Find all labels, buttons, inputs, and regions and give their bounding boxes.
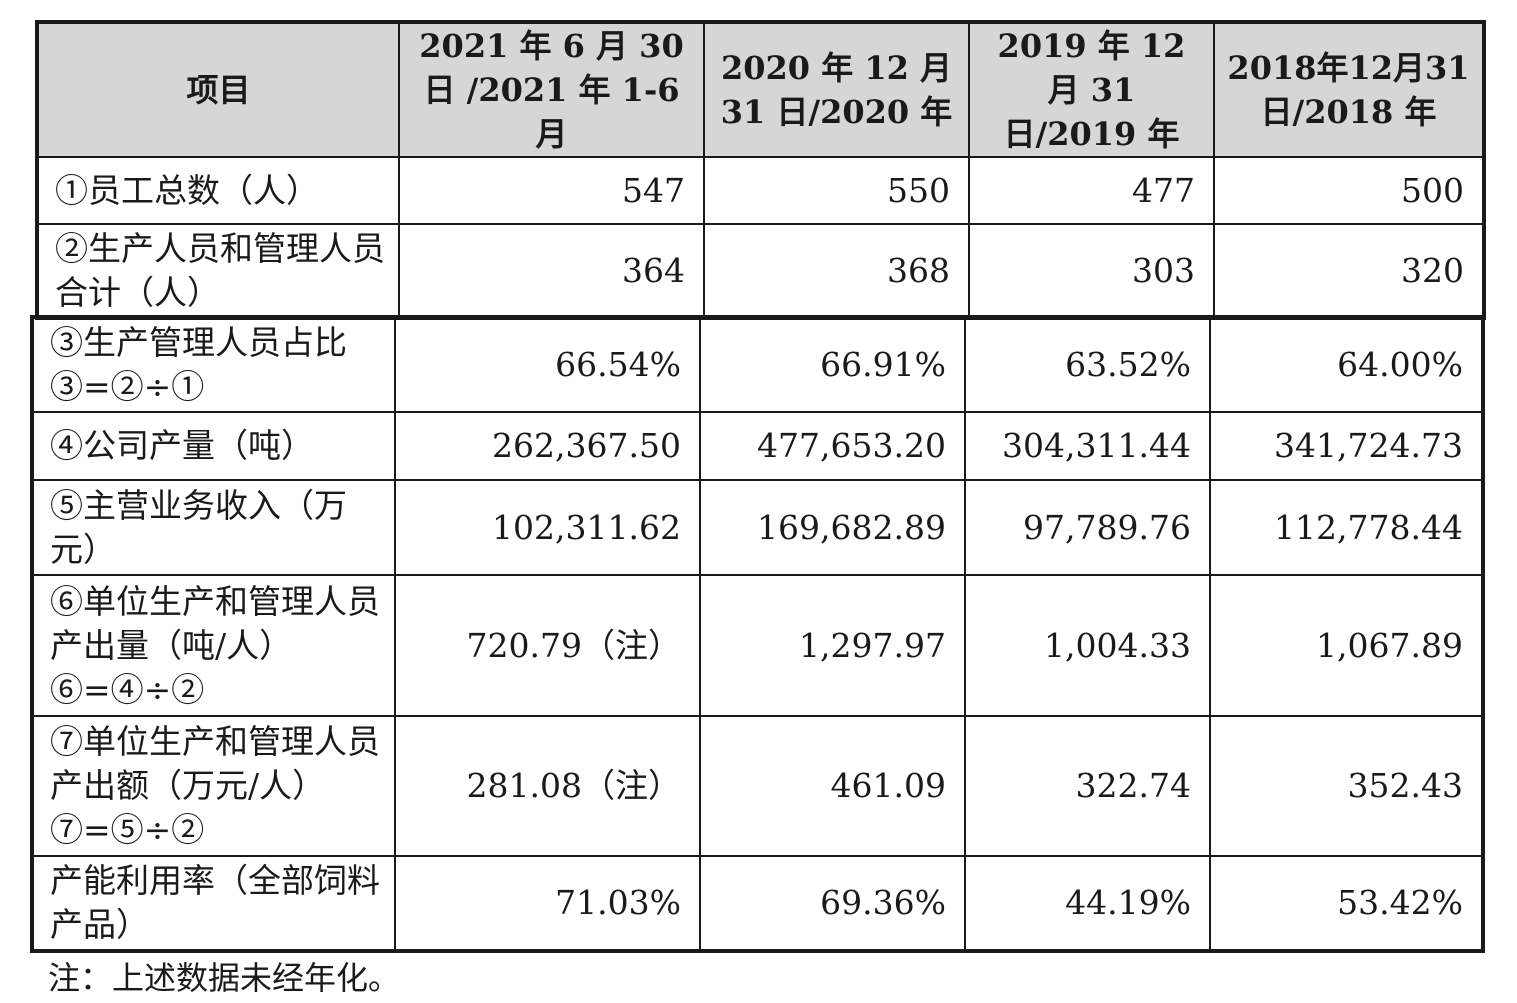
cell-value: 112,778.44: [1209, 479, 1484, 576]
cell-value: 71.03%: [394, 855, 701, 952]
header-row: 项目 2021 年 6 月 30 日 /2021 年 1-6 月 2020 年 …: [36, 21, 1485, 158]
cell-value: 720.79（注）: [394, 574, 701, 717]
cell-value: 547: [398, 156, 705, 225]
cell-value: 477,653.20: [699, 411, 966, 481]
row-label: ④公司产量（吨）: [31, 411, 396, 481]
cell-value: 64.00%: [1209, 316, 1484, 413]
cell-value: 303: [968, 223, 1215, 319]
cell-value: 63.52%: [964, 316, 1211, 413]
row-label: ⑤主营业务收入（万元）: [31, 479, 396, 576]
row-label: ②生产人员和管理人员合计（人）: [36, 223, 400, 319]
cell-value: 341,724.73: [1209, 411, 1484, 481]
header-2020: 2020 年 12 月 31 日/2020 年: [703, 21, 970, 158]
table-row: ②生产人员和管理人员合计（人） 364 368 303 320: [36, 223, 1485, 319]
cell-value: 53.42%: [1209, 855, 1484, 952]
data-table-top: 项目 2021 年 6 月 30 日 /2021 年 1-6 月 2020 年 …: [35, 20, 1486, 320]
table-row: 产能利用率（全部饲料产品） 71.03% 69.36% 44.19% 53.42…: [31, 855, 1484, 952]
table-row: ③生产管理人员占比 ③=②÷① 66.54% 66.91% 63.52% 64.…: [31, 316, 1484, 413]
row-label: ⑦单位生产和管理人员产出额（万元/人） ⑦=⑤÷②: [31, 715, 396, 857]
cell-value: 1,297.97: [699, 574, 966, 717]
cell-value: 500: [1213, 156, 1485, 225]
cell-value: 66.91%: [699, 316, 966, 413]
cell-value: 102,311.62: [394, 479, 701, 576]
cell-value: 69.36%: [699, 855, 966, 952]
table-row: ⑦单位生产和管理人员产出额（万元/人） ⑦=⑤÷② 281.08（注） 461.…: [31, 715, 1484, 857]
footnote: 注：上述数据未经年化。: [48, 959, 401, 997]
table-row: ⑥单位生产和管理人员产出量（吨/人） ⑥=④÷② 720.79（注） 1,297…: [31, 574, 1484, 717]
cell-value: 304,311.44: [964, 411, 1211, 481]
cell-value: 477: [968, 156, 1215, 225]
cell-value: 66.54%: [394, 316, 701, 413]
data-table-bottom: ③生产管理人员占比 ③=②÷① 66.54% 66.91% 63.52% 64.…: [30, 315, 1485, 953]
table-row: ⑤主营业务收入（万元） 102,311.62 169,682.89 97,789…: [31, 479, 1484, 576]
table-row: ①员工总数（人） 547 550 477 500: [36, 156, 1485, 225]
cell-value: 320: [1213, 223, 1485, 319]
cell-value: 1,067.89: [1209, 574, 1484, 717]
cell-value: 169,682.89: [699, 479, 966, 576]
cell-value: 550: [703, 156, 970, 225]
row-label: 产能利用率（全部饲料产品）: [31, 855, 396, 952]
cell-value: 262,367.50: [394, 411, 701, 481]
cell-value: 352.43: [1209, 715, 1484, 857]
cell-value: 97,789.76: [964, 479, 1211, 576]
header-2021h1: 2021 年 6 月 30 日 /2021 年 1-6 月: [398, 21, 705, 158]
header-2018: 2018年12月31 日/2018 年: [1213, 21, 1485, 158]
cell-value: 44.19%: [964, 855, 1211, 952]
table-row: ④公司产量（吨） 262,367.50 477,653.20 304,311.4…: [31, 411, 1484, 481]
cell-value: 461.09: [699, 715, 966, 857]
header-item: 项目: [36, 21, 400, 158]
cell-value: 1,004.33: [964, 574, 1211, 717]
cell-value: 364: [398, 223, 705, 319]
cell-value: 322.74: [964, 715, 1211, 857]
cell-value: 281.08（注）: [394, 715, 701, 857]
row-label: ⑥单位生产和管理人员产出量（吨/人） ⑥=④÷②: [31, 574, 396, 717]
header-2019: 2019 年 12 月 31 日/2019 年: [968, 21, 1215, 158]
cell-value: 368: [703, 223, 970, 319]
row-label: ①员工总数（人）: [36, 156, 400, 225]
row-label: ③生产管理人员占比 ③=②÷①: [31, 316, 396, 413]
